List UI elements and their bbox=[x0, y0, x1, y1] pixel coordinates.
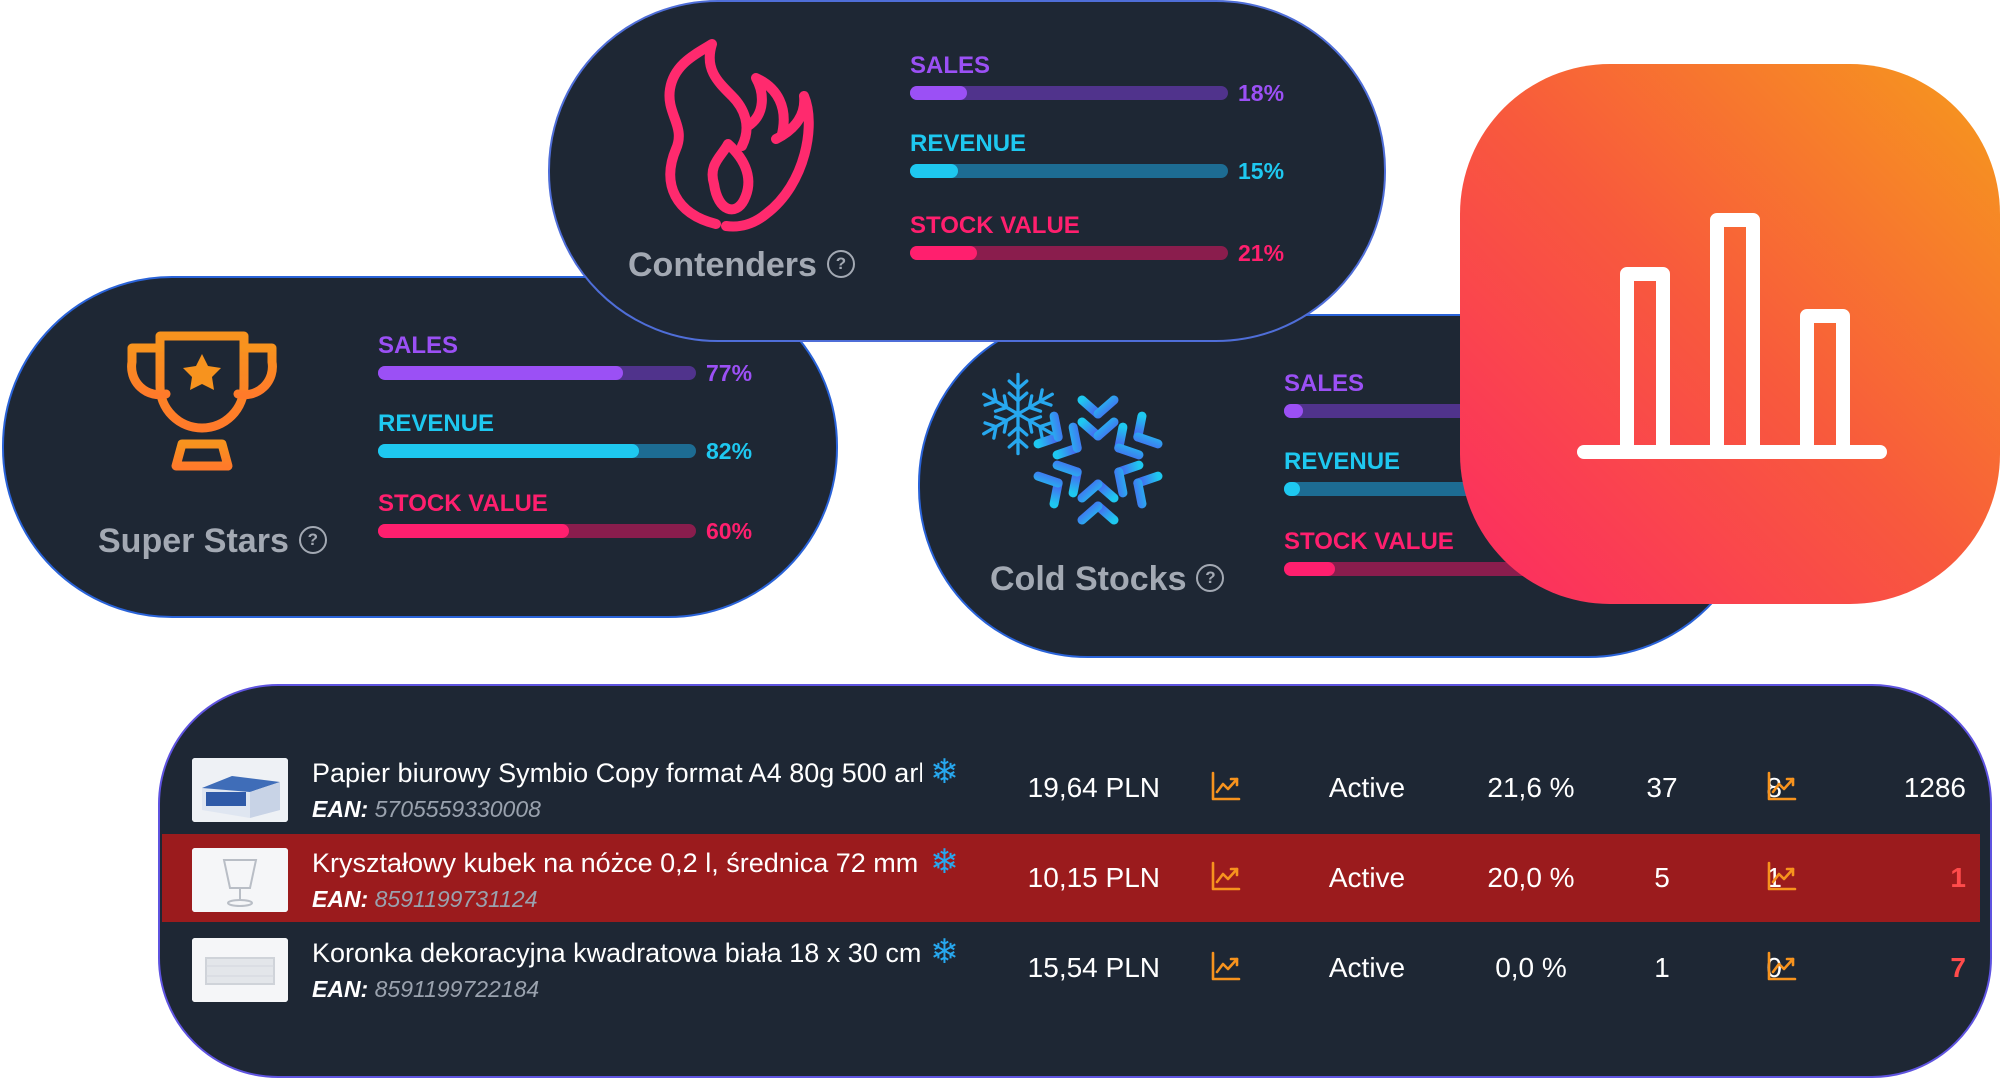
progress-bar-revenue bbox=[1284, 482, 1300, 496]
metric-revenue: REVENUE 82% bbox=[378, 410, 753, 464]
trend-icon[interactable] bbox=[1210, 860, 1242, 892]
table-row[interactable]: Koronka dekoracyjna kwadratowa biała 18 … bbox=[162, 924, 1980, 1012]
progress-bar-sales bbox=[910, 86, 967, 100]
metric-sales: SALES 18% bbox=[910, 52, 1285, 106]
help-icon[interactable]: ? bbox=[298, 526, 327, 555]
margin: 20,0 % bbox=[1487, 862, 1575, 893]
trend-icon[interactable] bbox=[1766, 860, 1798, 892]
margin: 21,6 % bbox=[1487, 772, 1575, 803]
product-ean: EAN: 8591199731124 bbox=[312, 886, 538, 912]
segment-title: Cold Stocks? bbox=[990, 560, 1225, 599]
progress-bar-sales bbox=[1284, 404, 1303, 418]
metric-stock-value: STOCK VALUE 21% bbox=[910, 212, 1285, 266]
progress-bar-revenue bbox=[378, 444, 639, 458]
bar-chart-icon bbox=[1577, 213, 1887, 459]
trend-icon[interactable] bbox=[1766, 770, 1798, 802]
stock-count: 1 bbox=[1950, 862, 1966, 893]
column-value: 0 bbox=[1766, 952, 1782, 983]
trend-icon[interactable] bbox=[1210, 770, 1242, 802]
segment-title: Contenders? bbox=[628, 246, 855, 285]
products-table: Papier biurowy Symbio Copy format A4 80g… bbox=[158, 684, 1992, 1078]
product-thumbnail bbox=[192, 848, 288, 912]
metric-stock-value: STOCK VALUE 60% bbox=[378, 490, 753, 544]
metric-sales: SALES 77% bbox=[378, 332, 753, 386]
progress-bar-stock-value bbox=[910, 246, 977, 260]
product-ean: EAN: 8591199722184 bbox=[312, 976, 540, 1002]
help-icon[interactable]: ? bbox=[1196, 564, 1225, 593]
trend-icon[interactable] bbox=[1766, 950, 1798, 982]
segment-title: Super Stars? bbox=[98, 522, 327, 561]
price: 10,15 PLN bbox=[1027, 862, 1160, 893]
product-ean: EAN: 5705559330008 bbox=[312, 796, 541, 822]
margin: 0,0 % bbox=[1495, 952, 1567, 983]
column-value: 1 bbox=[1654, 952, 1670, 983]
metric-revenue: REVENUE 15% bbox=[910, 130, 1285, 184]
metric-stock-value: STOCK VALUE bbox=[1284, 528, 1664, 588]
progress-bar-stock-value bbox=[1284, 562, 1335, 576]
status: Active bbox=[1328, 952, 1406, 983]
snowflake-icon: ❄ bbox=[930, 933, 959, 971]
help-icon[interactable]: ? bbox=[826, 250, 855, 279]
trend-icon[interactable] bbox=[1210, 950, 1242, 982]
column-value: 1 bbox=[1766, 862, 1782, 893]
app-icon bbox=[1460, 64, 2000, 604]
segment-card-contenders[interactable]: Contenders? SALES 18% REVENUE 15% STOCK … bbox=[548, 0, 1386, 342]
stock-count: 7 bbox=[1950, 952, 1966, 983]
stock-count: 1286 bbox=[1903, 772, 1966, 803]
price: 19,64 PLN bbox=[1027, 772, 1160, 803]
product-thumbnail bbox=[192, 758, 288, 822]
product-name[interactable]: Papier biurowy Symbio Copy format A4 80g… bbox=[312, 758, 922, 788]
status: Active bbox=[1328, 772, 1406, 803]
flame-icon bbox=[664, 39, 814, 232]
column-value: 5 bbox=[1654, 862, 1670, 893]
table-row[interactable]: Kryształowy kubek na nóżce 0,2 l, średni… bbox=[162, 834, 1980, 922]
column-value: 8 bbox=[1766, 772, 1782, 803]
product-name[interactable]: Kryształowy kubek na nóżce 0,2 l, średni… bbox=[312, 848, 919, 878]
snowflake-icon bbox=[976, 368, 1166, 538]
product-thumbnail bbox=[192, 938, 288, 1002]
snowflake-icon: ❄ bbox=[930, 843, 959, 881]
snowflake-icon: ❄ bbox=[930, 753, 959, 791]
progress-bar-sales bbox=[378, 366, 623, 380]
product-name[interactable]: Koronka dekoracyjna kwadratowa biała 18 … bbox=[312, 938, 922, 968]
price: 15,54 PLN bbox=[1027, 952, 1160, 983]
progress-bar-revenue bbox=[910, 164, 958, 178]
column-value: 37 bbox=[1646, 772, 1678, 803]
table-row[interactable]: Papier biurowy Symbio Copy format A4 80g… bbox=[162, 744, 1980, 832]
trophy-icon bbox=[127, 331, 277, 471]
progress-bar-stock-value bbox=[378, 524, 569, 538]
status: Active bbox=[1328, 862, 1406, 893]
